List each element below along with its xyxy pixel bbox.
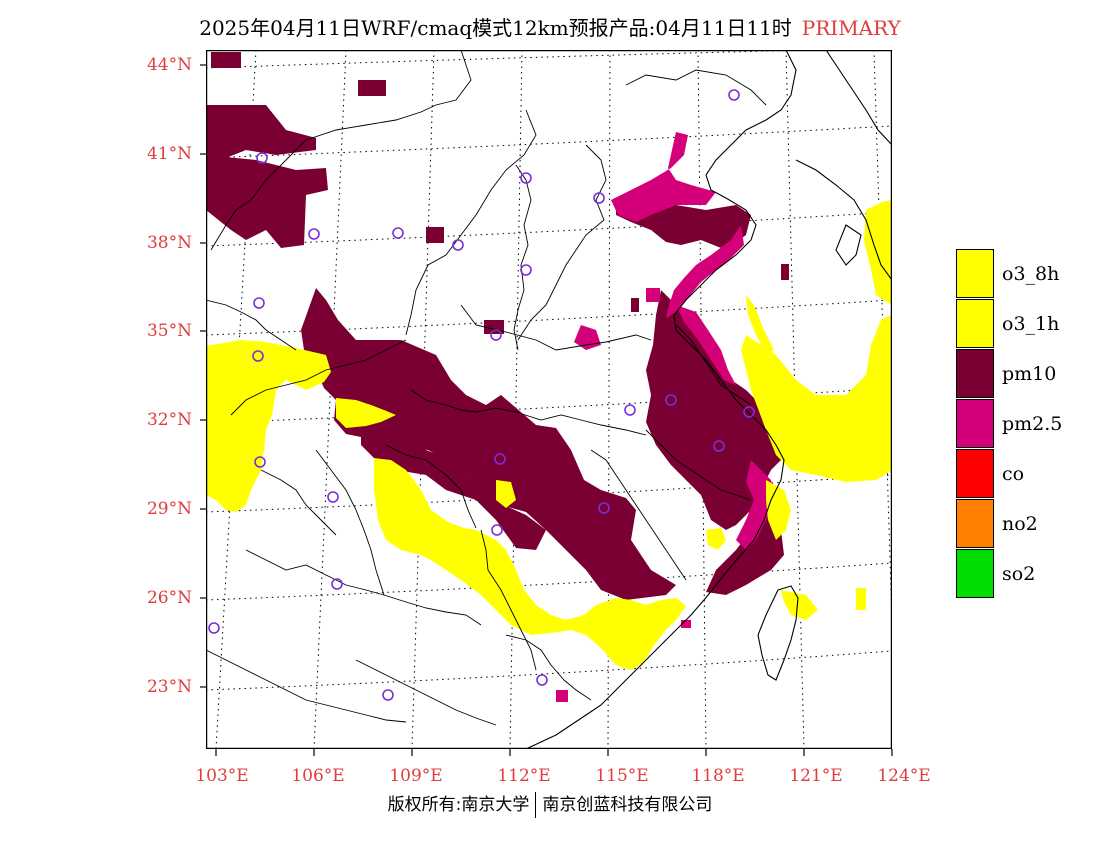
lon-label-124: 124°E [877, 766, 931, 786]
legend-swatch [956, 299, 994, 348]
map-title: 2025年04月11日WRF/cmaq模式12km预报产品:04月11日11时 P… [0, 12, 1100, 41]
taiwan-outline [757, 585, 799, 681]
lat-label-26: 26°N [146, 588, 192, 608]
o3-regions [206, 200, 892, 670]
lon-label-115: 115°E [595, 766, 649, 786]
province-boundaries [206, 50, 767, 726]
copyright-owner: 版权所有:南京大学 [387, 795, 530, 815]
legend-label: pm2.5 [1002, 413, 1063, 435]
lon-label-106: 106°E [291, 766, 345, 786]
legend-item-pm25: pm2.5 [956, 399, 1100, 449]
legend-swatch [956, 249, 994, 298]
copyright-footer: 版权所有:南京大学 南京创蓝科技有限公司 [0, 790, 1100, 818]
legend-label: so2 [1002, 563, 1036, 585]
legend-item-o3-8h: o3_8h [956, 249, 1100, 299]
lon-label-103: 103°E [195, 766, 249, 786]
legend-swatch [956, 499, 994, 548]
legend-item-co: co [956, 449, 1100, 499]
legend-item-pm10: pm10 [956, 349, 1100, 399]
longitude-gridlines [215, 50, 892, 749]
legend-swatch [956, 549, 994, 598]
lon-label-112: 112°E [497, 766, 551, 786]
legend-item-o3-1h: o3_1h [956, 299, 1100, 349]
legend-label: o3_8h [1002, 263, 1060, 285]
lon-label-118: 118°E [691, 766, 745, 786]
legend-label: pm10 [1002, 363, 1057, 385]
lat-label-38: 38°N [146, 233, 192, 253]
title-primary-tag: PRIMARY [801, 16, 901, 40]
legend-swatch [956, 399, 994, 448]
legend-item-so2: so2 [956, 549, 1100, 599]
lon-label-109: 109°E [389, 766, 443, 786]
footer-divider [535, 792, 537, 818]
pollutant-legend: o3_8h o3_1h pm10 pm2.5 co no2 so2 [956, 249, 1100, 599]
lat-label-44: 44°N [146, 55, 192, 75]
station-markers [208, 89, 755, 701]
map-frame [206, 50, 892, 749]
legend-label: o3_1h [1002, 313, 1060, 335]
lat-label-29: 29°N [146, 499, 192, 519]
legend-swatch [956, 349, 994, 398]
pm10-regions [206, 52, 789, 602]
lat-label-35: 35°N [146, 321, 192, 341]
legend-swatch [956, 449, 994, 498]
lat-label-41: 41°N [146, 144, 192, 164]
legend-label: no2 [1002, 513, 1038, 535]
title-text: 2025年04月11日WRF/cmaq模式12km预报产品:04月11日11时 [199, 16, 792, 40]
lat-label-32: 32°N [146, 410, 192, 430]
pollutant-map [206, 50, 892, 749]
lon-label-121: 121°E [789, 766, 843, 786]
pm25-regions [556, 132, 776, 702]
legend-item-no2: no2 [956, 499, 1100, 549]
copyright-company: 南京创蓝科技有限公司 [542, 795, 713, 815]
legend-label: co [1002, 463, 1025, 485]
coastline [525, 50, 892, 749]
lat-label-23: 23°N [146, 677, 192, 697]
